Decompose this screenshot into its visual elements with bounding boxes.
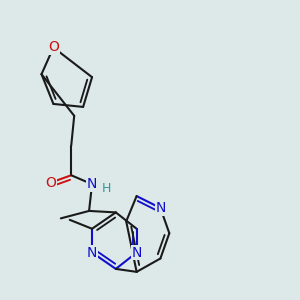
Text: O: O — [48, 40, 59, 55]
Text: N: N — [87, 245, 97, 260]
Text: N: N — [155, 201, 166, 215]
Text: N: N — [87, 177, 97, 191]
Text: O: O — [45, 176, 56, 190]
Text: H: H — [102, 182, 112, 195]
Text: N: N — [131, 245, 142, 260]
